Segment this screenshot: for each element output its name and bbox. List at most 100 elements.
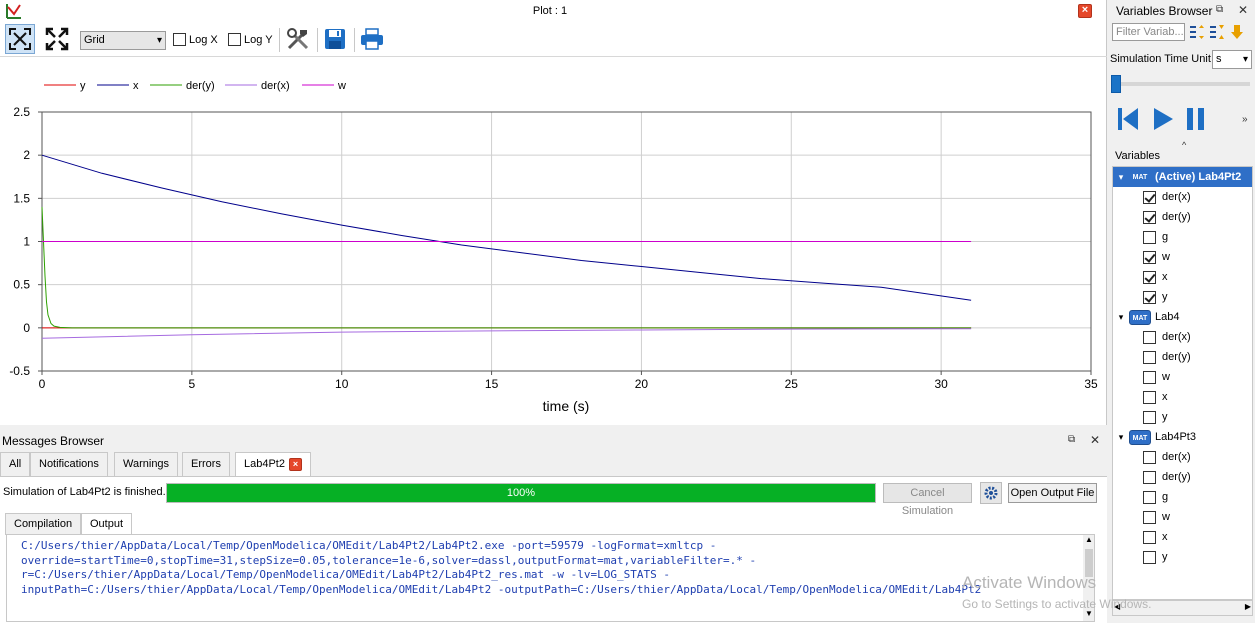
variable-checkbox[interactable]	[1143, 290, 1156, 304]
chevron-down-icon[interactable]: ▾	[1118, 431, 1124, 442]
toolbar-divider	[354, 28, 355, 52]
variable-checkbox[interactable]	[1143, 490, 1156, 504]
variable-item[interactable]: x	[1113, 527, 1252, 547]
variable-checkbox[interactable]	[1143, 210, 1156, 224]
model-node[interactable]: ▾ MAT Lab4Pt3	[1113, 427, 1252, 447]
model-node[interactable]: ▾ MAT Lab4	[1113, 307, 1252, 327]
toolbar-divider	[317, 28, 318, 52]
scroll-down-icon[interactable]: ▼	[1085, 609, 1093, 618]
variable-checkbox[interactable]	[1143, 410, 1156, 424]
fit-in-view-button[interactable]	[5, 24, 35, 54]
collapse-all-icon[interactable]	[1209, 24, 1225, 40]
variable-checkbox[interactable]	[1143, 370, 1156, 384]
mat-file-icon: MAT	[1129, 309, 1151, 325]
variable-item[interactable]: g	[1113, 227, 1252, 247]
variable-label: der(x)	[1162, 191, 1191, 203]
variable-checkbox[interactable]	[1143, 270, 1156, 284]
scroll-left-icon[interactable]: ◀	[1114, 602, 1121, 611]
variable-checkbox[interactable]	[1143, 550, 1156, 564]
variable-item[interactable]: der(y)	[1113, 207, 1252, 227]
pause-button[interactable]	[1184, 106, 1208, 132]
variable-checkbox[interactable]	[1143, 470, 1156, 484]
sim-time-unit-select[interactable]: s ▾	[1212, 50, 1252, 69]
legend-label[interactable]: der(y)	[186, 80, 215, 92]
variable-checkbox[interactable]	[1143, 390, 1156, 404]
grid-select[interactable]: Grid ▾	[80, 31, 166, 50]
variable-item[interactable]: der(x)	[1113, 187, 1252, 207]
mat-file-icon: MAT	[1132, 173, 1148, 181]
variable-item[interactable]: der(x)	[1113, 327, 1252, 347]
output-scrollbar[interactable]: ▲ ▼	[1083, 535, 1094, 621]
variable-item[interactable]: der(y)	[1113, 347, 1252, 367]
variable-item[interactable]: der(x)	[1113, 447, 1252, 467]
variable-item[interactable]: w	[1113, 367, 1252, 387]
variable-checkbox[interactable]	[1143, 450, 1156, 464]
close-tab-icon[interactable]: ×	[288, 457, 302, 471]
rewind-button[interactable]	[1116, 106, 1140, 132]
float-icon[interactable]: ⧉	[1216, 4, 1224, 15]
plot-area[interactable]: y x der(y) der(x) w 0 5 10 15 20 25 30 35 -0.5 0 0.5 1 1…	[0, 57, 1107, 425]
scroll-up-icon[interactable]: ▲	[1085, 535, 1093, 544]
variable-item[interactable]: w	[1113, 507, 1252, 527]
tab-warnings[interactable]: Warnings	[114, 452, 179, 476]
variable-checkbox[interactable]	[1143, 250, 1156, 264]
output-text-area[interactable]: C:/Users/thier/AppData/Local/Temp/OpenMo…	[6, 534, 1095, 622]
arrow-down-icon[interactable]	[1230, 24, 1244, 40]
variable-label: der(x)	[1162, 451, 1191, 463]
variable-item[interactable]: g	[1113, 487, 1252, 507]
log-y-checkbox[interactable]	[228, 33, 241, 46]
more-icon[interactable]: »	[1242, 114, 1248, 125]
legend-label[interactable]: der(x)	[261, 80, 290, 92]
open-output-file-button[interactable]: Open Output File	[1008, 483, 1097, 503]
variable-checkbox[interactable]	[1143, 350, 1156, 364]
time-slider-handle[interactable]	[1111, 75, 1121, 93]
log-x-toggle[interactable]: Log X	[173, 33, 218, 46]
tab-lab4pt2[interactable]: Lab4Pt2 ×	[235, 452, 311, 476]
close-icon[interactable]: ✕	[1238, 3, 1249, 17]
log-y-toggle[interactable]: Log Y	[228, 33, 273, 46]
tab-output[interactable]: Output	[81, 513, 133, 535]
chevron-down-icon[interactable]: ▾	[1118, 171, 1124, 182]
tab-errors[interactable]: Errors	[182, 452, 230, 476]
variable-item[interactable]: x	[1113, 267, 1252, 287]
model-node[interactable]: ▾ MAT (Active) Lab4Pt2	[1113, 167, 1252, 187]
variable-checkbox[interactable]	[1143, 530, 1156, 544]
variable-checkbox[interactable]	[1143, 330, 1156, 344]
legend-label[interactable]: w	[337, 80, 346, 92]
tab-compilation[interactable]: Compilation	[5, 513, 82, 535]
legend-label[interactable]: y	[80, 80, 86, 92]
variable-checkbox[interactable]	[1143, 230, 1156, 244]
close-plot-icon[interactable]: ×	[1078, 4, 1092, 18]
variable-item[interactable]: y	[1113, 547, 1252, 567]
tab-notifications[interactable]: Notifications	[30, 452, 108, 476]
variable-checkbox[interactable]	[1143, 510, 1156, 524]
x-tick-label: 0	[39, 377, 46, 391]
variable-item[interactable]: x	[1113, 387, 1252, 407]
tree-horizontal-scrollbar[interactable]: ◀ ▶	[1112, 600, 1253, 616]
output-scrollbar-thumb[interactable]	[1085, 549, 1093, 577]
play-button[interactable]	[1151, 106, 1175, 132]
variable-checkbox[interactable]	[1143, 190, 1156, 204]
time-slider-track[interactable]	[1112, 82, 1250, 86]
collapse-toolbar-icon[interactable]: ^	[1182, 140, 1187, 150]
variable-item[interactable]: w	[1113, 247, 1252, 267]
chevron-down-icon[interactable]: ▾	[1118, 311, 1124, 322]
tab-all[interactable]: All	[0, 452, 31, 476]
cancel-simulation-button[interactable]: Cancel Simulation	[883, 483, 972, 517]
save-button[interactable]	[320, 24, 350, 54]
variable-item[interactable]: y	[1113, 407, 1252, 427]
toolbar-divider	[279, 28, 280, 52]
variable-item[interactable]: der(y)	[1113, 467, 1252, 487]
scroll-right-icon[interactable]: ▶	[1244, 602, 1251, 611]
filter-variables-input[interactable]: Filter Variab...	[1112, 23, 1185, 41]
float-icon[interactable]: ⧉	[1068, 434, 1076, 445]
simulation-setup-button[interactable]	[980, 482, 1002, 504]
expand-all-icon[interactable]	[1189, 24, 1205, 40]
variable-item[interactable]: y	[1113, 287, 1252, 307]
close-icon[interactable]: ✕	[1090, 433, 1101, 447]
log-x-checkbox[interactable]	[173, 33, 186, 46]
legend-label[interactable]: x	[133, 80, 139, 92]
setup-button[interactable]	[283, 24, 313, 54]
print-button[interactable]	[357, 24, 387, 54]
pan-button[interactable]	[42, 24, 72, 54]
